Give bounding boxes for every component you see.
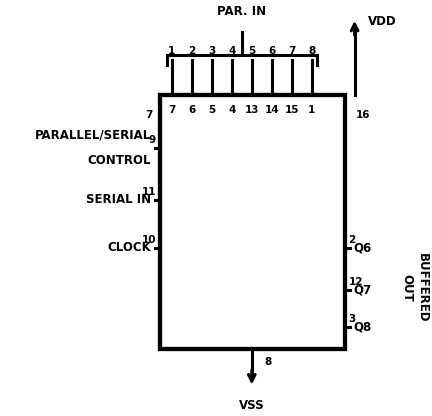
Text: 1: 1	[168, 46, 175, 56]
Text: 1: 1	[308, 105, 315, 115]
Text: 5: 5	[248, 46, 255, 56]
Text: Q7: Q7	[354, 283, 372, 296]
Text: 7: 7	[288, 46, 295, 56]
Text: Q8: Q8	[354, 321, 372, 334]
Text: Q6: Q6	[354, 241, 372, 254]
Text: PARALLEL/SERIAL: PARALLEL/SERIAL	[35, 129, 151, 142]
Text: 16: 16	[356, 110, 370, 120]
Text: CLOCK: CLOCK	[107, 241, 151, 254]
Text: 7: 7	[146, 110, 153, 120]
Text: 3: 3	[349, 314, 356, 324]
Text: 9: 9	[149, 135, 156, 145]
Bar	[160, 95, 345, 349]
Text: BUFFERED
OUT: BUFFERED OUT	[400, 253, 429, 322]
Text: 13: 13	[245, 105, 259, 115]
Text: 11: 11	[141, 187, 156, 197]
Text: 2: 2	[188, 46, 196, 56]
Text: 15: 15	[284, 105, 299, 115]
Text: 5: 5	[208, 105, 216, 115]
Text: PAR. IN: PAR. IN	[217, 5, 267, 18]
Text: 4: 4	[228, 46, 235, 56]
Text: 8: 8	[265, 357, 272, 367]
Text: 10: 10	[141, 235, 156, 245]
Text: 6: 6	[268, 46, 275, 56]
Text: VDD: VDD	[368, 15, 396, 28]
Text: CONTROL: CONTROL	[87, 154, 151, 167]
Text: 8: 8	[308, 46, 315, 56]
Text: 2: 2	[349, 235, 356, 245]
Text: 4: 4	[228, 105, 235, 115]
Text: 3: 3	[208, 46, 216, 56]
Text: VSS: VSS	[239, 399, 264, 412]
Text: 7: 7	[168, 105, 175, 115]
Text: 12: 12	[349, 277, 363, 287]
Text: 6: 6	[188, 105, 196, 115]
Text: SERIAL IN: SERIAL IN	[86, 193, 151, 206]
Text: 14: 14	[264, 105, 279, 115]
